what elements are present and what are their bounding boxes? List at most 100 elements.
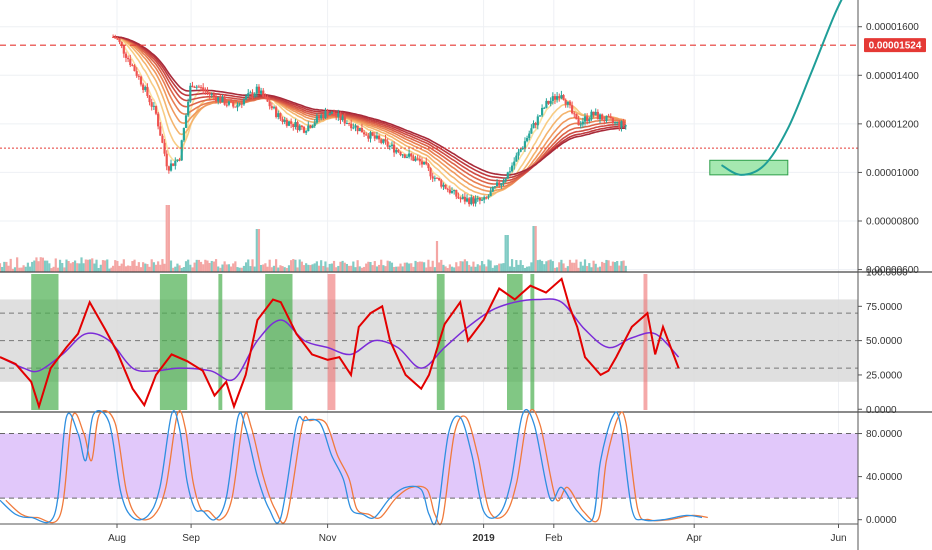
projection-curve[interactable] — [720, 0, 851, 176]
candle-body — [360, 128, 364, 133]
volume-bar — [223, 261, 226, 272]
candle-body — [386, 141, 389, 147]
candle-body — [412, 156, 415, 161]
volume-bar — [212, 261, 216, 272]
volume-bar — [468, 264, 471, 272]
candle-body — [515, 155, 518, 162]
candle-body — [343, 116, 346, 124]
candle-body — [365, 134, 368, 136]
volume-bar — [583, 259, 587, 272]
candle-body — [195, 86, 198, 88]
candle-body — [498, 182, 501, 186]
rsi-red-zone — [643, 274, 648, 410]
candle-body — [221, 96, 224, 103]
volume-bar — [20, 267, 23, 272]
price-axis[interactable]: 0.00001600 0.00001400 0.00001200 0.00001000… — [858, 22, 919, 276]
time-axis[interactable]: Aug Sep Nov 2019 Feb Apr Jun — [108, 524, 847, 544]
rsi-green-zone — [436, 274, 445, 410]
candle-body — [440, 180, 443, 187]
volume-bar — [257, 229, 261, 272]
alert-price-tag[interactable]: 0.00001524 — [864, 38, 926, 53]
target-zone-box[interactable] — [709, 159, 789, 176]
rsi-axis[interactable]: 100.0000 75.0000 50.0000 25.0000 0.0000 — [858, 268, 908, 416]
candle-body — [401, 154, 404, 156]
candle-body — [300, 125, 303, 127]
candle-body — [609, 116, 612, 119]
candle-body — [217, 97, 220, 102]
volume-bar — [184, 261, 188, 272]
volume-bar — [624, 265, 627, 272]
price-axis-tick-label: 0.00001600 — [866, 22, 919, 33]
candle-body — [622, 121, 625, 126]
candle-body — [264, 96, 267, 98]
volume-bar — [7, 265, 10, 272]
volume-bar — [618, 265, 621, 272]
volume-bar — [603, 262, 606, 272]
volume-bar — [139, 267, 143, 272]
candle-body — [547, 100, 550, 104]
candle-body — [283, 119, 286, 122]
price-axis-tick-label: 0.00001400 — [866, 71, 919, 82]
candle-body — [315, 116, 318, 123]
candle-body — [543, 107, 546, 109]
candle-body — [566, 101, 569, 105]
volume-bar — [174, 266, 177, 272]
candle-body — [281, 118, 284, 122]
candle-body — [247, 93, 250, 97]
candle-body — [459, 198, 462, 200]
candle-body — [513, 161, 516, 166]
candle-body — [131, 65, 134, 67]
stochastic-axis[interactable]: 80.0000 40.0000 0.0000 — [858, 429, 903, 526]
candle-body — [270, 106, 273, 109]
volume-bar — [440, 259, 443, 272]
rsi-green-zone — [159, 274, 188, 410]
candle-body — [549, 100, 552, 104]
candle-body — [135, 71, 138, 76]
volume-bar — [395, 266, 398, 272]
rsi-signal-zones — [31, 274, 648, 410]
candle-body — [193, 87, 196, 89]
volume-bar — [598, 266, 602, 272]
volume-bar — [412, 266, 415, 272]
price-panel[interactable] — [0, 0, 858, 524]
candle-body — [112, 36, 115, 38]
volume-bar — [562, 263, 565, 272]
volume-bar — [285, 267, 288, 272]
alert-price-tag-background — [864, 38, 926, 53]
candle-body — [590, 111, 593, 120]
candle-body — [330, 112, 333, 114]
candle-body — [448, 189, 451, 193]
volume-bar — [487, 259, 490, 272]
candle-body — [510, 165, 514, 172]
volume-bar — [513, 266, 516, 272]
volume-bar — [354, 267, 357, 272]
stochastic-axis-tick-label: 80.0000 — [866, 429, 903, 440]
volume-bar — [73, 260, 77, 272]
candle-body — [395, 150, 398, 153]
stochastic-panel[interactable] — [0, 409, 858, 526]
volume-bar — [525, 266, 529, 272]
rsi-panel[interactable] — [0, 274, 858, 410]
rsi-dashed-levels — [0, 312, 858, 369]
volume-bar — [112, 265, 115, 272]
rsi-axis-tick-label: 25.0000 — [866, 370, 903, 381]
candle-body — [184, 115, 188, 128]
candle-body — [202, 87, 205, 91]
candle-body — [596, 111, 599, 120]
candle-body — [118, 38, 121, 42]
volume-bar — [480, 260, 484, 272]
candle-body — [150, 102, 153, 107]
candle-body — [244, 96, 248, 100]
time-axis-tick-label: 2019 — [472, 533, 495, 544]
volume-bar — [365, 263, 368, 272]
volume-bar — [193, 262, 196, 272]
volume-bar — [268, 259, 271, 272]
candle-body — [242, 99, 246, 105]
volume-bar — [122, 259, 125, 272]
volume-bar — [279, 265, 282, 272]
volume-bar — [553, 267, 557, 272]
volume-bar — [345, 263, 349, 272]
volume-bar — [343, 262, 346, 272]
volume-bar — [61, 263, 64, 272]
